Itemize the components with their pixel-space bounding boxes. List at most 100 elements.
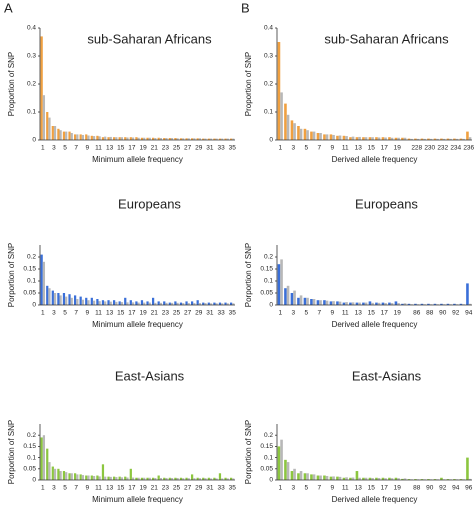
bar: [312, 131, 316, 140]
bar: [204, 303, 207, 305]
x-tick-label: 25: [173, 485, 181, 492]
x-tick-label: 15: [117, 485, 125, 492]
bar: [48, 462, 51, 480]
x-tick-label: 27: [184, 310, 192, 317]
bar: [229, 302, 233, 305]
x-tick-label: 7: [74, 485, 78, 492]
bar: [209, 303, 213, 305]
x-tick-label: 11: [95, 145, 102, 152]
bar: [323, 300, 326, 305]
bar: [140, 300, 144, 305]
bar: [293, 123, 296, 140]
bar: [336, 301, 339, 305]
bar: [312, 299, 316, 305]
x-tick-label: 234: [450, 145, 461, 152]
bar: [40, 437, 43, 480]
y-tick-label: 0.1: [27, 278, 36, 285]
bar: [168, 477, 171, 480]
y-tick-label: 0.05: [260, 466, 273, 473]
bar: [131, 137, 135, 140]
bar: [101, 300, 105, 305]
x-tick-label: 232: [437, 145, 448, 152]
bar: [433, 138, 437, 140]
bar: [76, 299, 79, 305]
bar: [466, 283, 469, 305]
bar: [104, 136, 107, 140]
bar: [277, 42, 281, 140]
bar: [182, 303, 185, 305]
bar: [182, 138, 185, 140]
bar: [118, 137, 121, 140]
bar: [466, 131, 469, 140]
bar: [224, 302, 227, 305]
bar: [319, 133, 322, 140]
bar: [310, 474, 313, 480]
bar: [316, 300, 320, 305]
x-tick-label: 31: [206, 310, 214, 317]
bar: [154, 302, 157, 305]
x-tick-label: 31: [206, 485, 214, 492]
bar: [345, 136, 348, 140]
bar: [176, 302, 179, 305]
x-tick-label: 15: [368, 485, 376, 492]
y-tick-label: 0.4: [27, 25, 36, 32]
bar: [68, 294, 71, 305]
bar: [51, 290, 54, 305]
chart-title: Europeans: [118, 196, 181, 211]
bar: [185, 138, 188, 140]
bar: [218, 138, 222, 140]
bar: [423, 138, 426, 140]
bar: [397, 137, 400, 140]
x-tick-label: 23: [162, 485, 170, 492]
bar: [390, 478, 394, 480]
bar: [371, 137, 374, 140]
x-tick-label: 27: [184, 145, 192, 152]
bar: [98, 136, 101, 140]
bar: [232, 478, 235, 480]
bar: [92, 475, 96, 480]
bar: [306, 473, 309, 480]
x-tick-label: 11: [342, 485, 349, 492]
bar: [107, 137, 110, 140]
bar: [198, 303, 202, 305]
x-tick-label: 27: [184, 485, 192, 492]
bar: [187, 303, 190, 305]
bar: [375, 137, 378, 140]
bar: [388, 477, 391, 480]
bar: [109, 301, 112, 305]
bar: [73, 134, 77, 140]
bar: [79, 134, 82, 140]
x-tick-label: 35: [229, 145, 237, 152]
bar: [459, 303, 463, 305]
bar: [218, 473, 222, 480]
bar: [280, 259, 283, 305]
bar: [336, 476, 339, 480]
bar: [355, 137, 359, 140]
x-tick-label: 21: [151, 310, 159, 317]
bar: [193, 478, 196, 480]
bar: [316, 475, 320, 480]
x-tick-label: 7: [317, 310, 321, 317]
bar: [293, 290, 296, 305]
bar: [190, 474, 194, 480]
bar: [297, 297, 300, 305]
bar: [120, 477, 124, 480]
y-tick-label: 0.2: [27, 254, 36, 261]
chart-title: Europeans: [355, 196, 418, 211]
bar: [358, 136, 361, 140]
x-tick-label: 19: [139, 485, 147, 492]
x-tick-label: 13: [106, 485, 114, 492]
bar: [46, 285, 49, 305]
bar: [351, 136, 355, 140]
bar: [159, 138, 163, 140]
bar: [51, 126, 54, 140]
bar: [179, 477, 183, 480]
bar: [129, 300, 132, 305]
bar: [342, 135, 346, 140]
bar: [284, 288, 287, 305]
bar: [170, 138, 174, 140]
bar: [306, 297, 309, 305]
x-tick-label: 19: [394, 145, 402, 152]
chart-title: sub-Saharan Africans: [87, 31, 212, 46]
bar: [73, 295, 77, 305]
